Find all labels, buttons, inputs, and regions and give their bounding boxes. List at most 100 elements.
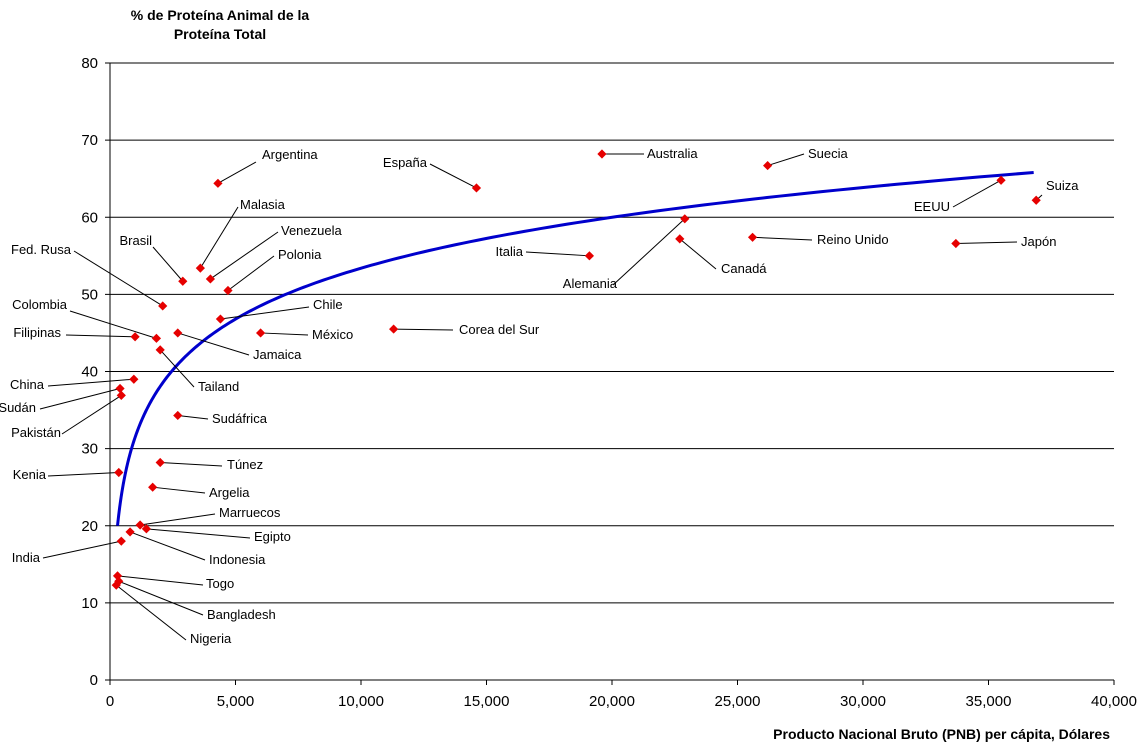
point-label: México	[312, 327, 353, 342]
data-point	[155, 457, 165, 468]
point-label: Tailand	[198, 379, 239, 394]
x-tick-label: 30,000	[840, 693, 886, 710]
data-point	[141, 524, 151, 534]
point-label: Reino Unido	[817, 232, 889, 247]
leader-line	[42, 540, 122, 559]
data-point	[675, 234, 685, 244]
leader-line	[952, 179, 1002, 208]
x-tick-label: 35,000	[966, 693, 1012, 710]
data-point	[125, 527, 135, 537]
data-point	[471, 183, 482, 193]
leader-line	[217, 161, 257, 184]
point-label: Colombia	[12, 297, 68, 312]
leader-line	[199, 206, 239, 269]
point-label: Suecia	[808, 146, 849, 161]
point-label: Italia	[496, 244, 524, 259]
leader-line	[393, 328, 454, 331]
y-tick-label: 80	[81, 55, 98, 72]
point-label: Fed. Rusa	[11, 242, 72, 257]
point-label: Argentina	[262, 147, 318, 162]
data-point	[178, 276, 188, 286]
data-point	[115, 383, 125, 394]
data-point	[597, 149, 607, 159]
data-point	[213, 178, 223, 188]
leader-line	[152, 246, 184, 282]
point-label: Nigeria	[190, 631, 232, 646]
leader-line	[39, 387, 121, 410]
point-label: Sudáfrica	[212, 411, 268, 426]
point-label: EEUU	[914, 199, 950, 214]
leader-line	[955, 241, 1018, 244]
y-tick-label: 0	[90, 672, 98, 689]
leader-line	[47, 378, 134, 387]
x-tick-label: 0	[106, 693, 114, 710]
trendline	[116, 171, 1034, 526]
leader-line	[227, 255, 275, 291]
point-label: Indonesia	[209, 552, 266, 567]
leader-line	[429, 163, 477, 189]
x-tick-label: 10,000	[338, 693, 384, 710]
leader-line	[118, 580, 204, 616]
point-label: Australia	[647, 146, 698, 161]
leader-line	[65, 334, 136, 338]
y-axis-title: % de Proteína Animal de la Proteína Tota…	[100, 6, 340, 44]
point-label: Canadá	[721, 261, 767, 276]
leader-line	[47, 472, 119, 477]
x-tick-label: 15,000	[464, 693, 510, 710]
leader-line	[61, 394, 122, 435]
leader-line	[140, 513, 216, 526]
data-point	[195, 263, 205, 273]
data-point	[951, 238, 961, 249]
leader-line	[767, 153, 805, 167]
point-label: Argelia	[209, 485, 250, 500]
data-point	[747, 232, 758, 242]
y-tick-label: 30	[81, 441, 98, 458]
point-label: Egipto	[254, 529, 291, 544]
data-point	[112, 571, 123, 581]
point-label: Polonia	[278, 247, 322, 262]
y-tick-label: 40	[81, 364, 98, 381]
point-label: India	[12, 550, 41, 565]
data-point	[173, 410, 183, 421]
data-point	[116, 536, 126, 546]
point-label: Corea del Sur	[459, 322, 540, 337]
point-label: Chile	[313, 297, 343, 312]
x-tick-label: 25,000	[715, 693, 761, 710]
point-label: Venezuela	[281, 223, 342, 238]
point-label: China	[10, 377, 45, 392]
x-tick-label: 40,000	[1091, 693, 1137, 710]
leader-line	[69, 310, 157, 339]
leader-line	[752, 236, 813, 241]
data-point	[584, 251, 595, 261]
point-label: Marruecos	[219, 505, 281, 520]
point-label: Brasil	[119, 233, 152, 248]
data-point	[130, 332, 140, 342]
point-label: Pakistán	[11, 425, 61, 440]
data-point	[215, 314, 226, 324]
leader-line	[146, 528, 251, 539]
leader-line	[129, 531, 206, 561]
data-point	[996, 175, 1006, 185]
leader-line	[73, 250, 163, 307]
data-point	[680, 214, 690, 224]
data-point	[223, 285, 233, 296]
leader-line	[160, 462, 223, 467]
data-point	[205, 274, 215, 284]
leader-line	[525, 251, 590, 257]
y-tick-label: 20	[81, 518, 98, 535]
y-axis-title-line-2: Proteína Total	[173, 26, 267, 42]
point-label: Kenia	[13, 467, 47, 482]
y-tick-label: 70	[81, 132, 98, 149]
point-label: Japón	[1021, 234, 1056, 249]
point-label: Jamaica	[253, 347, 302, 362]
point-label: España	[383, 155, 428, 170]
point-label: Alemania	[563, 276, 618, 291]
leader-line	[152, 486, 206, 494]
data-point	[151, 333, 162, 343]
leader-line	[679, 238, 717, 270]
data-point	[148, 482, 158, 492]
point-label: Sudán	[0, 400, 36, 415]
x-axis-title: Producto Nacional Bruto (PNB) per cápita…	[773, 726, 1110, 742]
